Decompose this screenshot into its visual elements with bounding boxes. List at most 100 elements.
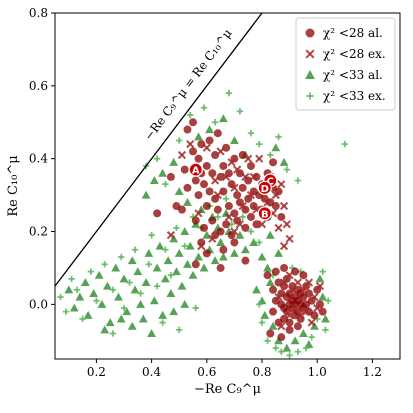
legend-label-1: χ² <28 ex. <box>323 47 386 61</box>
data-point-s0-91 <box>285 318 294 327</box>
plot-frame <box>54 12 401 360</box>
legend-marker-1 <box>305 49 315 59</box>
series-2 <box>64 114 330 352</box>
data-point-s1-1-b <box>177 150 187 160</box>
data-point-s3-1 <box>62 308 70 315</box>
point-badge-circle-1 <box>257 206 272 221</box>
y-tick-label-3: 0.6 <box>29 79 48 93</box>
data-point-s1-22 <box>255 154 264 163</box>
data-point-s1-4-b <box>197 241 206 251</box>
data-point-s1-49-b <box>315 282 325 291</box>
data-point-s1-47 <box>310 292 319 302</box>
y-tick-label-4: 0.8 <box>29 6 48 20</box>
data-point-s1-19-b <box>246 190 256 200</box>
data-point-s2-82 <box>290 336 300 345</box>
data-point-s1-12-b <box>227 158 236 167</box>
data-point-s2-66 <box>271 143 281 152</box>
data-point-s1-39 <box>288 285 297 294</box>
data-point-s3-47 <box>159 319 166 326</box>
data-point-s1-30-b <box>277 180 286 189</box>
data-point-s1-10 <box>222 172 231 182</box>
data-point-s0-72 <box>241 256 250 265</box>
data-point-s1-6 <box>208 234 217 243</box>
data-point-s2-48 <box>230 248 239 257</box>
data-point-s0-117 <box>291 267 300 276</box>
data-point-s2-74 <box>180 299 190 308</box>
data-point-s2-67 <box>279 157 289 166</box>
data-point-s3-0 <box>57 293 64 301</box>
data-point-s3-59 <box>308 333 315 341</box>
data-point-s1-41-b <box>293 278 302 287</box>
x-tick-label-1: 0.4 <box>142 365 161 379</box>
data-point-s2-37 <box>196 205 206 214</box>
data-point-s1-40-b <box>291 303 300 313</box>
data-point-s2-78 <box>265 278 275 287</box>
data-point-s2-57 <box>158 168 168 177</box>
data-point-s1-12 <box>227 158 236 167</box>
data-point-s2-73 <box>169 307 179 316</box>
data-point-s1-38-b <box>285 311 294 320</box>
point-badge-d: D <box>257 180 272 195</box>
data-point-s3-10 <box>126 279 133 286</box>
data-point-s2-16 <box>133 267 143 276</box>
point-badge-a: A <box>188 162 203 177</box>
data-point-s0-12 <box>200 223 209 232</box>
data-point-s3-2 <box>68 275 75 283</box>
data-point-s3-18 <box>173 224 180 232</box>
data-point-s1-17-b <box>241 172 250 182</box>
data-point-s3-17 <box>167 272 175 279</box>
data-point-s3-9 <box>118 253 125 261</box>
data-point-s2-22 <box>155 241 165 250</box>
data-point-s1-36-b <box>274 292 283 302</box>
data-point-s1-20-b <box>249 172 258 182</box>
data-point-s2-34 <box>188 270 198 279</box>
data-point-s2-77 <box>260 310 270 319</box>
data-point-s2-51 <box>249 238 259 246</box>
data-point-s1-29 <box>274 223 283 232</box>
data-point-s0-43 <box>241 223 250 232</box>
data-point-s2-46 <box>221 208 231 217</box>
data-point-s2-24 <box>161 274 170 283</box>
data-point-s3-31 <box>162 180 169 188</box>
data-point-s1-11-b <box>224 212 233 222</box>
data-point-s2-18 <box>141 278 151 287</box>
data-point-s2-44 <box>216 238 225 246</box>
data-point-s3-6 <box>93 297 100 304</box>
data-point-s1-44 <box>302 307 311 316</box>
data-point-s1-48-b <box>313 303 322 313</box>
data-point-s1-37-b <box>279 278 289 287</box>
data-point-s3-7 <box>101 261 108 268</box>
data-point-s1-16-b <box>238 201 247 211</box>
data-point-s2-28 <box>172 267 181 276</box>
data-point-s2-88 <box>321 314 330 323</box>
data-point-s1-13-b <box>230 183 239 192</box>
data-point-s0-2 <box>183 183 192 192</box>
data-point-s1-41 <box>293 278 302 287</box>
data-point-s1-11 <box>224 212 233 222</box>
data-point-s2-13 <box>122 307 132 316</box>
data-point-s0-36 <box>233 191 242 200</box>
data-point-s2-62 <box>205 125 214 134</box>
data-point-s0-76 <box>269 285 278 294</box>
data-point-s3-23 <box>214 213 222 221</box>
data-point-s3-13 <box>145 261 153 268</box>
data-point-s2-61 <box>194 132 203 141</box>
data-point-s3-42 <box>283 166 291 173</box>
data-point-s2-2 <box>75 292 85 301</box>
legend-label-2: χ² <33 al. <box>323 68 383 82</box>
data-point-s2-56 <box>149 176 159 185</box>
data-point-s1-29-b <box>274 223 283 232</box>
data-point-s1-51 <box>277 322 286 331</box>
data-point-s0-40 <box>238 183 247 192</box>
data-point-s3-46 <box>109 330 117 337</box>
data-point-s1-37 <box>279 278 289 287</box>
data-point-s3-33 <box>187 111 194 119</box>
data-point-s2-30 <box>177 281 187 290</box>
data-point-s1-3-b <box>194 209 203 218</box>
data-point-s2-64 <box>230 136 239 144</box>
data-point-s3-34 <box>200 104 208 111</box>
data-point-s0-121 <box>266 329 275 338</box>
data-point-s1-22-b <box>255 154 264 163</box>
data-point-s1-15 <box>235 220 245 229</box>
